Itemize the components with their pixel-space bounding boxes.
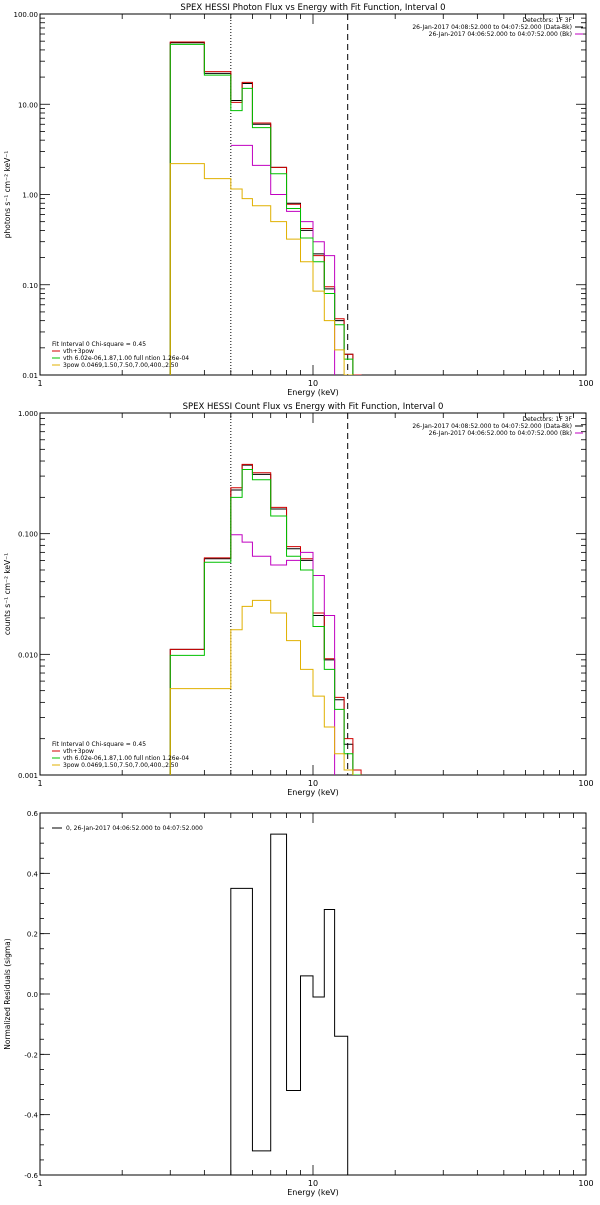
y-tick-label: 0.10 <box>22 282 38 290</box>
legend-bottomleft-text: vth+3pow <box>63 748 94 755</box>
y-tick-label: 0.6 <box>27 810 39 818</box>
x-tick-label: 100 <box>578 779 593 788</box>
y-tick-label: 0.2 <box>27 931 38 939</box>
series-bk <box>230 144 336 375</box>
series-vth-3pow <box>169 41 373 375</box>
y-tick-label: 1.000 <box>18 410 38 418</box>
x-tick-label: 100 <box>578 1179 593 1188</box>
legend-topright-text: 26-Jan-2017 04:06:52.000 to 04:07:52.000… <box>429 31 572 38</box>
x-tick-label: 10 <box>308 779 318 788</box>
series-0 <box>230 833 349 1175</box>
x-tick-label: 1 <box>37 379 42 388</box>
chart-panel-0 <box>39 13 587 376</box>
legend-bottomleft-text: vth+3pow <box>63 348 94 355</box>
y-tick-label: 1.00 <box>22 192 38 200</box>
series-data-bk <box>169 464 373 775</box>
y-tick-label: 10.00 <box>18 101 38 109</box>
series-vth <box>169 469 373 775</box>
x-tick-label: 10 <box>308 379 318 388</box>
series-3pow <box>169 163 353 375</box>
legend-bottomleft-text: vth 6.02e-06,1.87,1.00 full ntion 1.26e-… <box>63 355 189 362</box>
legend-fit-interval: Fit Interval 0 Chi-square = 0.45 <box>52 341 146 348</box>
legend-topright-text: Detectors: 1F 3F <box>522 416 572 423</box>
x-tick-label: 1 <box>37 779 42 788</box>
y-axis-label: Normalized Residuals (sigma) <box>3 938 12 1049</box>
y-axis-label: counts s⁻¹ cm⁻² keV⁻¹ <box>3 553 12 635</box>
legend-topright-text: Detectors: 1F 3F <box>522 17 572 24</box>
x-axis-label: Energy (keV) <box>287 788 339 797</box>
legend-fit-interval: Fit Interval 0 Chi-square = 0.45 <box>52 741 146 748</box>
legend-bottomleft-text: vth 6.02e-06,1.87,1.00 full ntion 1.26e-… <box>63 755 189 762</box>
chart-panel-2 <box>39 812 587 1176</box>
x-axis-label: Energy (keV) <box>287 388 339 397</box>
y-tick-label: 0.100 <box>18 531 38 539</box>
chart-title: SPEX HESSI Photon Flux vs Energy with Fi… <box>180 3 445 13</box>
legend-topright-text: 26-Jan-2017 04:06:52.000 to 04:07:52.000… <box>429 430 572 437</box>
legend-topright-text: 26-Jan-2017 04:08:52.000 to 04:07:52.000… <box>412 24 572 31</box>
y-tick-label: 0.01 <box>22 372 38 380</box>
chart-title: SPEX HESSI Count Flux vs Energy with Fit… <box>183 402 444 412</box>
y-tick-label: -0.6 <box>24 1172 38 1180</box>
chart-panel-1 <box>39 412 587 776</box>
x-axis-label: Energy (keV) <box>287 1188 339 1197</box>
legend-topright-text: 26-Jan-2017 04:08:52.000 to 04:07:52.000… <box>412 423 572 430</box>
y-tick-label: 0.4 <box>27 870 39 878</box>
plot-frame <box>39 13 587 376</box>
series-bk <box>230 534 336 775</box>
y-axis-label: photons s⁻¹ cm⁻² keV⁻¹ <box>3 151 12 239</box>
legend-bottomleft-text: 3pow 0.0469,1.50,7.50,7.00,400.,2.50 <box>63 762 179 769</box>
y-tick-label: 0.010 <box>18 651 38 659</box>
y-tick-label: 0.0 <box>27 991 38 999</box>
series-data-bk <box>169 42 373 375</box>
series-3pow <box>169 599 354 775</box>
x-tick-label: 10 <box>308 1179 318 1188</box>
legend-topleft-text: 0, 26-Jan-2017 04:06:52.000 to 04:07:52.… <box>66 825 203 832</box>
y-tick-label: -0.2 <box>24 1051 38 1059</box>
y-tick-label: 0.001 <box>18 772 38 780</box>
x-tick-label: 1 <box>37 1179 42 1188</box>
series-vth-3pow <box>169 463 373 775</box>
series-vth <box>169 43 373 375</box>
y-tick-label: -0.4 <box>24 1112 38 1120</box>
y-tick-label: 100.00 <box>14 11 39 19</box>
x-tick-label: 100 <box>578 379 593 388</box>
legend-bottomleft-text: 3pow 0.0469,1.50,7.50,7.00,400.,2.50 <box>63 362 179 369</box>
